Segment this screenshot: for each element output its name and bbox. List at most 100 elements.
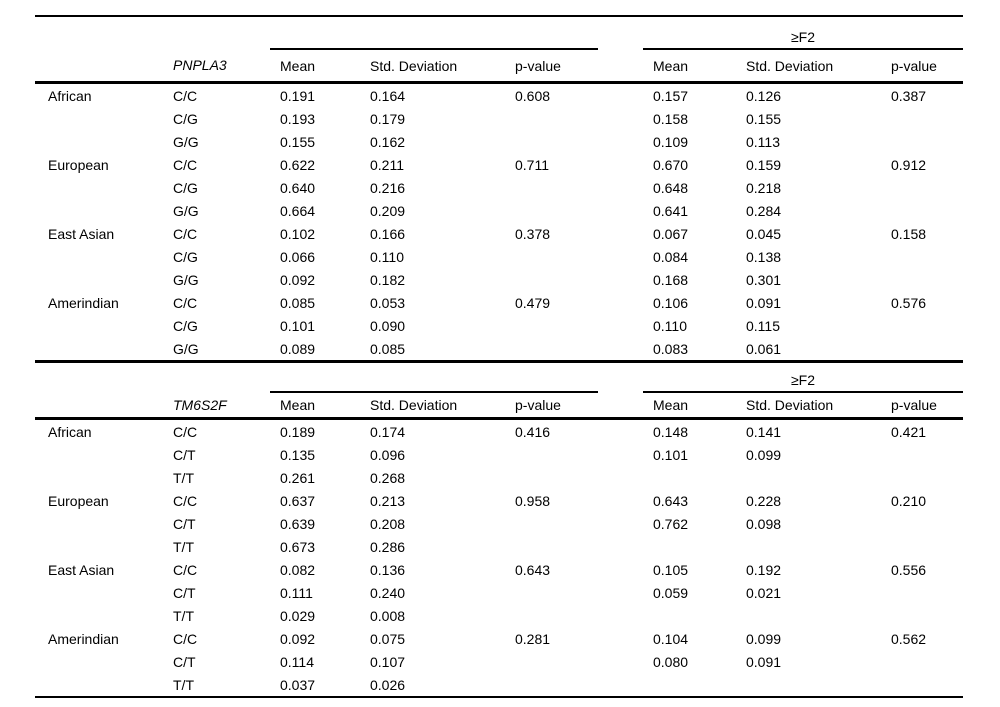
table-row: C/T 0.639 0.208 0.762 0.098	[35, 512, 963, 535]
table-row: T/T 0.029 0.008	[35, 604, 963, 627]
gap	[598, 176, 643, 199]
table-row: G/G 0.155 0.162 0.109 0.113	[35, 130, 963, 153]
cell-p-value	[505, 535, 598, 558]
cell-std-deviation: 0.075	[370, 630, 406, 647]
cell-f2-p-value: 0.576	[891, 294, 927, 311]
col-header-f2-std-deviation: Std. Deviation	[736, 392, 881, 420]
cell-f2-p-value	[881, 673, 963, 697]
cell-mean: 0.622	[280, 156, 316, 173]
table-row: C/G 0.193 0.179 0.158 0.155	[35, 107, 963, 130]
cell-f2-std-deviation: 0.138	[746, 248, 782, 265]
cell-f2-p-value	[881, 176, 963, 199]
cell-f2-p-value	[881, 107, 963, 130]
table-row: C/G 0.066 0.110 0.084 0.138	[35, 245, 963, 268]
overall-group-rule	[270, 363, 598, 393]
cell-genotype: G/G	[173, 133, 199, 150]
cell-population: East Asian	[48, 561, 115, 578]
cell-std-deviation: 0.164	[370, 87, 406, 104]
cell-f2-mean: 0.109	[653, 133, 689, 150]
cell-f2-p-value: 0.210	[891, 492, 927, 509]
cell-std-deviation: 0.166	[370, 225, 406, 242]
table-row: T/T 0.037 0.026	[35, 673, 963, 697]
cell-mean: 0.082	[280, 561, 316, 578]
tm6s2f-table-body: African C/C 0.189 0.174 0.416 0.148 0.141 0.421…	[35, 419, 963, 698]
cell-mean: 0.092	[280, 630, 316, 647]
cell-population: African	[48, 423, 92, 440]
cell-f2-std-deviation: 0.091	[746, 294, 782, 311]
cell-std-deviation: 0.008	[370, 607, 406, 624]
cell-genotype: G/G	[173, 202, 199, 219]
stats-table-figure: ≥F2 PNPLA3 Mean Std. Deviation p-value M…	[35, 15, 964, 698]
cell-mean: 0.664	[280, 202, 316, 219]
cell-mean: 0.193	[280, 110, 316, 127]
cell-p-value: 0.416	[515, 423, 551, 440]
table-row: East Asian C/C 0.102 0.166 0.378 0.067 0.045 0.…	[35, 222, 963, 245]
cell-genotype: C/C	[173, 156, 198, 173]
cell-p-value	[505, 199, 598, 222]
spacer	[35, 392, 170, 420]
cell-genotype: C/T	[173, 515, 196, 532]
cell-f2-std-deviation	[736, 604, 881, 627]
cell-f2-p-value: 0.562	[891, 630, 927, 647]
cell-f2-p-value	[881, 130, 963, 153]
spacer	[598, 16, 643, 49]
col-header-std-deviation: Std. Deviation	[360, 392, 505, 420]
gap	[598, 153, 643, 176]
cell-genotype: G/G	[173, 271, 199, 288]
cell-population	[35, 337, 170, 362]
cell-f2-mean	[643, 673, 736, 697]
cell-f2-mean: 0.158	[653, 110, 689, 127]
gap	[598, 199, 643, 222]
col-header-p-value: p-value	[505, 392, 598, 420]
cell-f2-p-value	[881, 512, 963, 535]
cell-population	[35, 604, 170, 627]
cell-genotype: C/C	[173, 561, 198, 578]
cell-f2-mean: 0.762	[653, 515, 689, 532]
cell-f2-std-deviation: 0.115	[746, 317, 780, 334]
cell-f2-std-deviation	[736, 466, 881, 489]
pnpla3-table-body: African C/C 0.191 0.164 0.608 0.157 0.126 0.387…	[35, 83, 963, 362]
cell-genotype: C/G	[173, 179, 198, 196]
cell-p-value	[505, 604, 598, 627]
table-row: T/T 0.261 0.268	[35, 466, 963, 489]
cell-f2-mean: 0.080	[653, 653, 689, 670]
cell-mean: 0.092	[280, 271, 316, 288]
cell-genotype: C/G	[173, 248, 198, 265]
cell-f2-std-deviation: 0.045	[746, 225, 782, 242]
table-row: C/G 0.640 0.216 0.648 0.218	[35, 176, 963, 199]
cell-mean: 0.114	[280, 653, 314, 670]
cell-mean: 0.037	[280, 676, 316, 693]
cell-p-value	[505, 107, 598, 130]
cell-std-deviation: 0.162	[370, 133, 406, 150]
cell-mean: 0.640	[280, 179, 316, 196]
cell-genotype: C/T	[173, 653, 196, 670]
cell-f2-mean: 0.104	[653, 630, 689, 647]
cell-f2-p-value	[881, 604, 963, 627]
cell-population: European	[48, 156, 109, 173]
gap	[598, 107, 643, 130]
cell-std-deviation: 0.182	[370, 271, 406, 288]
cell-std-deviation: 0.216	[370, 179, 406, 196]
cell-f2-std-deviation: 0.284	[746, 202, 782, 219]
cell-population	[35, 245, 170, 268]
cell-mean: 0.261	[280, 469, 316, 486]
spacer	[35, 16, 170, 49]
cell-f2-mean: 0.059	[653, 584, 689, 601]
col-header-f2-p-value: p-value	[881, 49, 964, 84]
cell-mean: 0.637	[280, 492, 316, 509]
cell-population	[35, 535, 170, 558]
cell-std-deviation: 0.085	[370, 340, 406, 357]
cell-mean: 0.639	[280, 515, 316, 532]
table-row: T/T 0.673 0.286	[35, 535, 963, 558]
gap	[598, 581, 643, 604]
spacer	[598, 49, 643, 84]
cell-mean: 0.111	[280, 584, 313, 601]
cell-f2-mean	[643, 604, 736, 627]
cell-std-deviation: 0.268	[370, 469, 406, 486]
table-row: C/G 0.101 0.090 0.110 0.115	[35, 314, 963, 337]
cell-population	[35, 130, 170, 153]
cell-f2-p-value	[881, 314, 963, 337]
f2-group-label: ≥F2	[643, 363, 964, 393]
cell-p-value: 0.958	[515, 492, 551, 509]
cell-genotype: C/G	[173, 110, 198, 127]
